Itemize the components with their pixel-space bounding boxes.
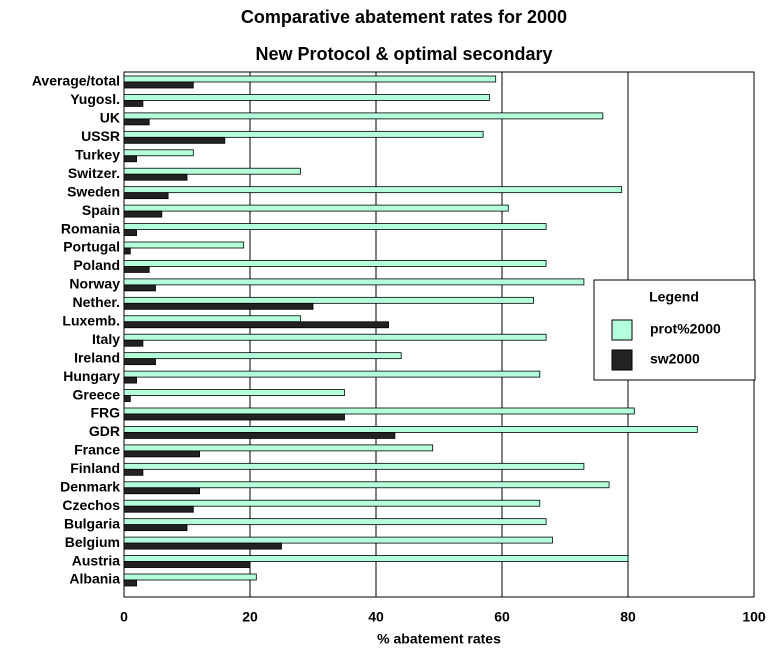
bar bbox=[123, 173, 188, 181]
bar bbox=[123, 487, 200, 495]
bar bbox=[123, 339, 144, 347]
bar bbox=[123, 481, 610, 489]
bar bbox=[123, 81, 194, 89]
x-tick-label: 60 bbox=[494, 609, 510, 625]
bar bbox=[123, 321, 390, 329]
bar bbox=[123, 499, 541, 507]
bar bbox=[123, 75, 497, 83]
x-tick-label: 20 bbox=[242, 609, 258, 625]
y-tick-label: Austria bbox=[72, 552, 120, 568]
bar bbox=[123, 524, 188, 532]
y-tick-label: Norway bbox=[69, 276, 120, 292]
y-tick-label: Greece bbox=[73, 386, 121, 402]
bar bbox=[123, 278, 585, 286]
x-tick-label: 40 bbox=[368, 609, 384, 625]
y-tick-label: Romania bbox=[61, 220, 120, 236]
bar bbox=[123, 136, 226, 144]
y-tick-label: Luxemb. bbox=[62, 312, 120, 328]
y-tick-label: Nether. bbox=[73, 294, 120, 310]
legend-swatch bbox=[611, 349, 633, 371]
y-tick-label: Belgium bbox=[65, 534, 120, 550]
y-tick-label: Sweden bbox=[67, 183, 120, 199]
bar bbox=[123, 462, 585, 470]
bar bbox=[123, 389, 345, 396]
bar bbox=[123, 450, 200, 458]
legend-label: sw2000 bbox=[650, 351, 700, 367]
bar bbox=[123, 413, 345, 421]
bar bbox=[123, 370, 541, 378]
y-tick-label: France bbox=[74, 442, 120, 458]
bar bbox=[123, 358, 156, 366]
bar bbox=[123, 118, 150, 126]
bar bbox=[123, 210, 163, 218]
y-tick-label: Poland bbox=[73, 257, 120, 273]
bar bbox=[123, 260, 547, 267]
bar bbox=[123, 352, 402, 360]
bar bbox=[123, 192, 169, 200]
y-tick-label: Turkey bbox=[75, 146, 120, 162]
bar bbox=[123, 505, 194, 513]
y-tick-label: Albania bbox=[69, 571, 120, 587]
bar bbox=[123, 241, 245, 249]
bar bbox=[123, 296, 534, 304]
chart-subtitle: New Protocol & optimal secondary bbox=[255, 44, 552, 64]
bar bbox=[123, 536, 553, 544]
bar bbox=[123, 579, 137, 587]
y-tick-label: Spain bbox=[82, 202, 120, 218]
bar bbox=[123, 573, 257, 581]
y-tick-label: Portugal bbox=[63, 239, 120, 255]
x-axis-label: % abatement rates bbox=[377, 631, 501, 647]
legend-label: prot%2000 bbox=[650, 321, 721, 337]
legend-title: Legend bbox=[649, 289, 699, 305]
y-tick-label: Yugosl. bbox=[70, 91, 120, 107]
bar bbox=[123, 284, 156, 292]
y-tick-label: Bulgaria bbox=[64, 515, 120, 531]
bar bbox=[123, 468, 144, 476]
bar bbox=[123, 444, 434, 452]
bar bbox=[123, 167, 301, 175]
bar bbox=[123, 204, 509, 212]
y-tick-label: Finland bbox=[70, 460, 120, 476]
y-tick-label: Hungary bbox=[63, 368, 120, 384]
bar bbox=[123, 426, 698, 433]
bar bbox=[123, 247, 131, 255]
bar bbox=[123, 112, 604, 120]
bar bbox=[123, 186, 623, 194]
bar bbox=[123, 395, 131, 402]
bar bbox=[123, 518, 547, 526]
y-tick-label: USSR bbox=[81, 128, 120, 144]
y-tick-label: FRG bbox=[90, 405, 120, 421]
bar bbox=[123, 155, 137, 163]
bar bbox=[123, 130, 484, 138]
bar bbox=[123, 315, 301, 323]
bar bbox=[123, 94, 490, 101]
y-tick-label: Average/total bbox=[32, 73, 120, 89]
bar bbox=[123, 149, 194, 157]
y-tick-label: Italy bbox=[92, 331, 120, 347]
bar bbox=[123, 542, 282, 550]
y-tick-label: Ireland bbox=[74, 349, 120, 365]
chart-title: Comparative abatement rates for 2000 bbox=[241, 7, 567, 27]
bar bbox=[123, 555, 629, 562]
y-tick-label: GDR bbox=[89, 423, 120, 439]
bar bbox=[123, 432, 396, 439]
bar bbox=[123, 376, 137, 384]
y-tick-label: Switzer. bbox=[68, 165, 120, 181]
legend-swatch bbox=[611, 319, 633, 341]
x-tick-label: 80 bbox=[620, 609, 636, 625]
bar bbox=[123, 333, 547, 341]
bar bbox=[123, 229, 137, 236]
bar bbox=[123, 407, 635, 415]
bar bbox=[123, 561, 251, 568]
y-tick-label: Denmark bbox=[60, 478, 120, 494]
y-tick-label: Czechos bbox=[62, 497, 120, 513]
bar bbox=[123, 223, 547, 230]
x-tick-label: 100 bbox=[742, 609, 766, 625]
x-tick-label: 0 bbox=[120, 609, 128, 625]
bar bbox=[123, 266, 150, 273]
bar bbox=[123, 100, 144, 107]
y-tick-label: UK bbox=[100, 110, 120, 126]
bar bbox=[123, 302, 314, 310]
